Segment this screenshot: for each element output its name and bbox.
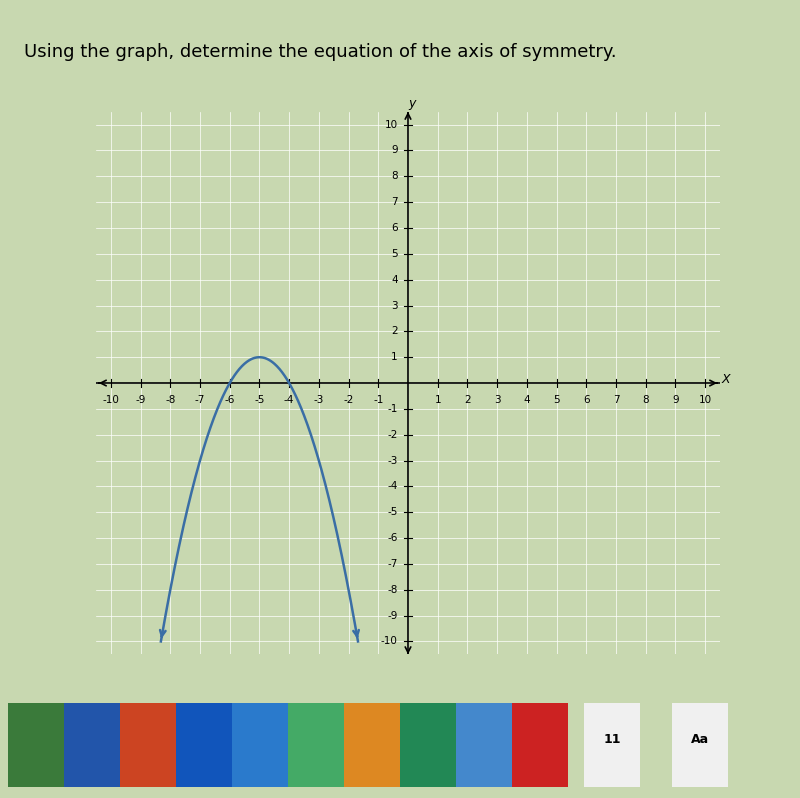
Text: X: X <box>722 373 730 385</box>
Text: -9: -9 <box>387 610 398 621</box>
Text: -7: -7 <box>387 559 398 569</box>
Bar <box>64 703 120 787</box>
Bar <box>232 703 288 787</box>
Text: Using the graph, determine the equation of the axis of symmetry.: Using the graph, determine the equation … <box>24 43 617 61</box>
Text: -8: -8 <box>387 585 398 595</box>
Bar <box>8 703 64 787</box>
Text: 5: 5 <box>391 249 398 259</box>
Bar <box>512 703 568 787</box>
Text: -2: -2 <box>387 429 398 440</box>
Text: -10: -10 <box>381 637 398 646</box>
Text: 7: 7 <box>613 395 619 405</box>
Text: 3: 3 <box>494 395 501 405</box>
Text: 10: 10 <box>385 120 398 129</box>
Text: 9: 9 <box>672 395 678 405</box>
Text: 9: 9 <box>391 145 398 156</box>
Bar <box>120 703 176 787</box>
Text: 7: 7 <box>391 197 398 207</box>
Text: 4: 4 <box>391 275 398 285</box>
Text: -9: -9 <box>135 395 146 405</box>
Text: 8: 8 <box>642 395 649 405</box>
Text: 2: 2 <box>391 326 398 337</box>
Text: -8: -8 <box>165 395 175 405</box>
Text: Aa: Aa <box>691 733 709 746</box>
Text: 2: 2 <box>464 395 470 405</box>
Bar <box>672 703 728 787</box>
Text: -3: -3 <box>387 456 398 465</box>
Text: -1: -1 <box>373 395 383 405</box>
Text: -4: -4 <box>284 395 294 405</box>
Text: 1: 1 <box>391 352 398 362</box>
Text: 3: 3 <box>391 301 398 310</box>
Text: -6: -6 <box>387 533 398 543</box>
Text: y: y <box>409 97 416 110</box>
Text: -3: -3 <box>314 395 324 405</box>
Bar <box>456 703 512 787</box>
Text: -2: -2 <box>343 395 354 405</box>
Text: -5: -5 <box>387 508 398 517</box>
Bar <box>176 703 232 787</box>
Bar <box>400 703 456 787</box>
Bar <box>288 703 344 787</box>
Text: 6: 6 <box>391 223 398 233</box>
Text: -6: -6 <box>225 395 235 405</box>
Bar <box>344 703 400 787</box>
Text: -4: -4 <box>387 481 398 492</box>
Text: 10: 10 <box>698 395 712 405</box>
Text: 4: 4 <box>523 395 530 405</box>
Text: 11: 11 <box>603 733 621 746</box>
Text: 5: 5 <box>554 395 560 405</box>
Bar <box>584 703 640 787</box>
Text: 1: 1 <box>434 395 441 405</box>
Text: 8: 8 <box>391 172 398 181</box>
Text: 6: 6 <box>583 395 590 405</box>
Text: -5: -5 <box>254 395 265 405</box>
Text: -7: -7 <box>195 395 205 405</box>
Text: -1: -1 <box>387 404 398 414</box>
Text: -10: -10 <box>102 395 119 405</box>
